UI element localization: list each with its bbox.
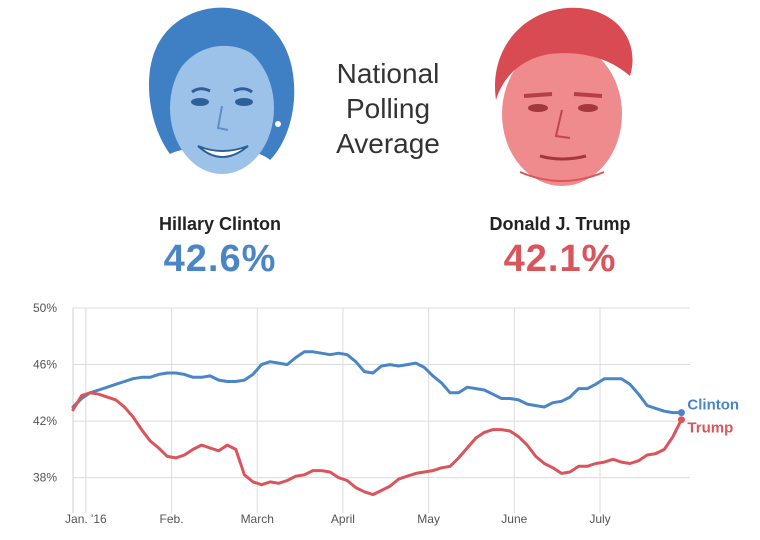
x-tick-label: June <box>501 512 527 526</box>
y-tick-label: 46% <box>33 358 57 372</box>
x-tick-label: May <box>417 512 440 526</box>
x-tick-label: Feb. <box>160 512 184 526</box>
x-tick-label: July <box>589 512 610 526</box>
clinton-percentage: 42.6% <box>163 238 277 280</box>
clinton-series-line <box>71 350 683 415</box>
axis-labels: 38% 42% 46% 50% Jan. '16 Feb. March April May Jun… <box>33 301 611 526</box>
trump-series-line <box>71 391 683 497</box>
x-tick-label: Jan. '16 <box>65 512 107 526</box>
trump-end-point <box>677 416 685 424</box>
x-tick-label: April <box>331 512 355 526</box>
clinton-name: Hillary Clinton <box>158 214 281 234</box>
chart-title: National Polling Average <box>318 56 458 161</box>
trump-percentage: 42.1% <box>503 238 617 280</box>
series-lines: Clinton Trump <box>71 350 739 497</box>
trump-name: Donald J. Trump <box>489 214 631 234</box>
y-tick-label: 38% <box>33 471 57 485</box>
title-line-2: Polling <box>345 93 431 124</box>
clinton-portrait <box>148 7 295 174</box>
clinton-end-label: Clinton <box>687 397 739 414</box>
polling-line-chart: 38% 42% 46% 50% Jan. '16 Feb. March April May Jun… <box>33 301 739 526</box>
clinton-end-point <box>677 409 685 417</box>
title-line-3: Average <box>336 128 440 159</box>
title-line-1: National <box>336 58 440 89</box>
y-tick-label: 50% <box>33 301 57 315</box>
x-tick-label: March <box>241 512 274 526</box>
y-tick-label: 42% <box>33 414 57 428</box>
gridlines <box>72 307 690 513</box>
trump-portrait <box>495 7 633 186</box>
trump-end-label: Trump <box>687 420 733 437</box>
